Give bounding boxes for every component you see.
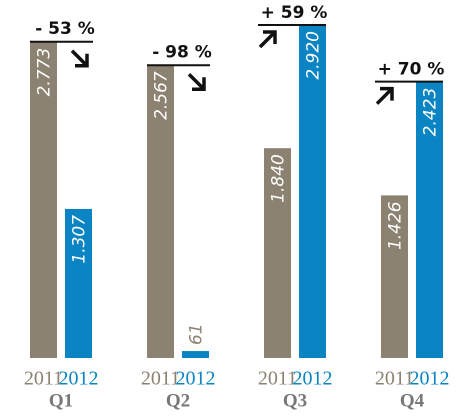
- legend-label: 2012: [59, 368, 99, 390]
- legend-label: 2011: [24, 368, 63, 390]
- value-label: 1.307: [70, 215, 90, 264]
- value-label: 61: [187, 323, 207, 345]
- category-label: Q4: [400, 390, 425, 411]
- legend-label: 2011: [258, 368, 297, 390]
- bar: [65, 208, 92, 358]
- annotation: + 59 %: [261, 3, 328, 23]
- legend-label: 2011: [375, 368, 414, 390]
- bar: [381, 195, 408, 358]
- arrow: [258, 30, 277, 49]
- legend-label: 2011: [141, 368, 180, 390]
- category-label: Q1: [49, 390, 73, 411]
- arrow: [375, 86, 394, 105]
- value-label: 2.920: [304, 31, 324, 80]
- value-label: 2.567: [152, 71, 172, 120]
- annotation: + 70 %: [378, 60, 445, 80]
- arrow: [70, 49, 89, 68]
- bar: [299, 25, 326, 358]
- arrow: [187, 73, 206, 92]
- legend-label: 2012: [410, 368, 450, 390]
- bar: [264, 148, 291, 358]
- bar: [147, 65, 174, 359]
- bar: [30, 41, 57, 359]
- value-label: 1.426: [386, 201, 406, 250]
- bar: [416, 81, 443, 359]
- annotation: - 53 %: [35, 19, 95, 39]
- value-label: 2.773: [35, 48, 55, 97]
- legend-label: 2012: [293, 368, 333, 390]
- bar: [182, 351, 209, 358]
- value-label: 2.423: [421, 88, 441, 137]
- category-label: Q3: [283, 390, 307, 411]
- category-label: Q2: [166, 390, 190, 411]
- annotation: - 98 %: [152, 42, 212, 62]
- legend-label: 2012: [176, 368, 216, 390]
- value-label: 1.840: [269, 154, 289, 203]
